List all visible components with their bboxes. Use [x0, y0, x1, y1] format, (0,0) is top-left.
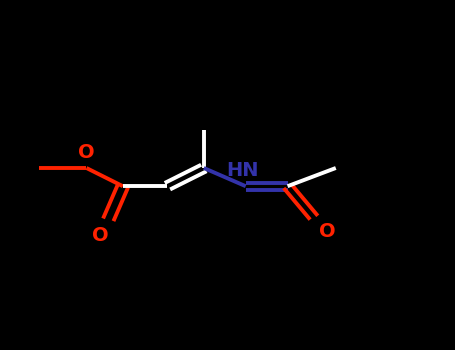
- Text: HN: HN: [226, 161, 258, 180]
- Text: O: O: [92, 226, 108, 245]
- Text: O: O: [78, 143, 95, 162]
- Text: O: O: [319, 222, 336, 241]
